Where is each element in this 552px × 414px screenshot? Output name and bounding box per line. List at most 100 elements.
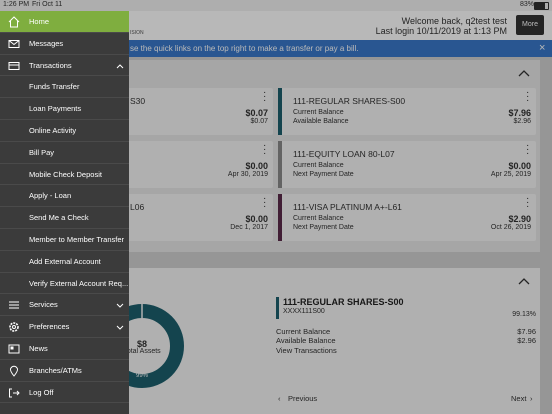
menu-label: Online Activity — [29, 126, 77, 135]
menu-item[interactable]: Add External Account — [0, 251, 129, 273]
menu-label: Verify External Account Req... — [29, 278, 129, 288]
value2: $2.96 — [517, 336, 536, 345]
value1: $0.00 — [245, 214, 268, 224]
view-transactions[interactable]: View Transactions — [276, 346, 337, 355]
banner-close[interactable]: × — [539, 42, 546, 54]
menu-label: Mobile Check Deposit — [29, 169, 102, 179]
value2: Apr 30, 2019 — [227, 171, 268, 178]
label1: Current Balance — [276, 327, 331, 336]
account-name: L06 — [130, 202, 145, 212]
total-label: Total Assets — [123, 348, 161, 355]
account-color — [276, 297, 279, 319]
account-name: 111-EQUITY LOAN 80-L07 — [293, 149, 395, 159]
last-login: Last login 10/11/2019 at 1:13 PM — [375, 26, 507, 36]
label2: Available Balance — [293, 118, 349, 125]
account-name: 111-REGULAR SHARES-S00 — [283, 297, 404, 307]
menu-label: Loan Payments — [29, 104, 82, 114]
menu-item[interactable]: Home — [0, 11, 129, 33]
menu-label: Apply - Loan — [29, 191, 72, 201]
welcome: Welcome back, q2test test — [401, 16, 507, 26]
banner: se the quick links on the top right to m… — [0, 40, 552, 57]
next[interactable]: Next — [511, 394, 527, 403]
value1: $0.00 — [508, 161, 531, 171]
expand-chevron — [116, 325, 124, 330]
menu-item[interactable]: Mobile Check Deposit — [0, 164, 129, 186]
menu-label: Member to Member Transfer — [29, 235, 125, 244]
value1: $7.96 — [508, 108, 531, 118]
donut-percent: 99% — [135, 373, 149, 379]
menu-item[interactable]: Messages — [0, 33, 129, 55]
total: $8 — [136, 339, 148, 349]
value1: $7.96 — [517, 327, 536, 336]
value2: Dec 1, 2017 — [230, 224, 268, 231]
menu-item[interactable]: News — [0, 338, 129, 360]
banner-text: se the quick links on the top right to m… — [130, 44, 359, 53]
value1: $0.00 — [245, 161, 268, 171]
menu-item[interactable]: Loan Payments — [0, 98, 129, 120]
account-name: 111-VISA PLATINUM A+-L61 — [293, 202, 402, 212]
menu-item[interactable]: Preferences — [0, 316, 129, 338]
card-menu[interactable]: · · · — [263, 140, 267, 159]
collapse-icon[interactable] — [517, 68, 531, 78]
menu-icon — [8, 16, 20, 28]
logo: ISION — [130, 30, 144, 36]
menu-label: Preferences — [29, 322, 70, 332]
menu-item[interactable]: Verify External Account Req... — [0, 273, 129, 295]
account-card[interactable]: 111-EQUITY LOAN 80-L07 · · · Current Balance… — [278, 141, 536, 188]
menu-item[interactable]: Branches/ATMs — [0, 360, 129, 382]
menu-icon — [8, 39, 20, 48]
menu-label: Home — [29, 17, 50, 26]
account-name: 111-REGULAR SHARES-S00 — [293, 96, 406, 106]
expand-chevron — [116, 63, 124, 68]
menu-item[interactable]: Send Me a Check — [0, 207, 129, 229]
menu-item[interactable]: Online Activity — [0, 120, 129, 142]
value2: $2.96 — [513, 118, 531, 125]
menu-icon — [9, 365, 19, 377]
account-name: S30 — [130, 96, 146, 106]
card-menu[interactable]: · · · — [526, 87, 530, 106]
card-menu[interactable]: · · · — [526, 193, 530, 212]
menu-icon — [9, 301, 19, 309]
side-menu: Home Messages Transactions Funds Transfer Lo… — [0, 11, 129, 414]
menu-item[interactable]: Log Off — [0, 382, 129, 404]
menu-item[interactable]: Funds Transfer — [0, 76, 129, 99]
card-menu[interactable]: · · · — [526, 140, 530, 159]
menu-label: Services — [29, 300, 58, 310]
menu-label: Send Me a Check — [29, 213, 89, 223]
account-card[interactable]: 111-VISA PLATINUM A+-L61 · · · Current Balan… — [278, 194, 536, 241]
more-button[interactable]: More — [516, 15, 544, 35]
menu-item[interactable]: Member to Member Transfer — [0, 229, 129, 251]
collapse-icon[interactable] — [517, 276, 531, 286]
menu-label: Bill Pay — [29, 147, 55, 157]
status-bar: 1:26 PM Fri Oct 11 83% — [0, 0, 552, 11]
menu-icon — [8, 61, 20, 70]
menu-item[interactable]: Bill Pay — [0, 142, 129, 164]
date: Fri Oct 11 — [32, 1, 63, 8]
menu-item[interactable]: Transactions — [0, 55, 129, 77]
card-menu[interactable]: · · · — [263, 87, 267, 106]
menu-label: Messages — [29, 38, 64, 48]
account-color — [278, 141, 282, 188]
label1: Current Balance — [293, 215, 344, 222]
account-color — [278, 88, 282, 135]
menu-item[interactable]: Apply - Loan — [0, 185, 129, 208]
menu-label: Branches/ATMs — [29, 365, 82, 375]
card-menu[interactable]: · · · — [263, 193, 267, 212]
menu-label: Log Off — [29, 387, 54, 397]
menu-icon — [9, 322, 19, 332]
menu-icon — [9, 388, 20, 398]
menu-label: Add External Account — [29, 256, 101, 266]
label2: Available Balance — [276, 336, 336, 345]
label2: Next Payment Date — [293, 224, 354, 231]
account-card[interactable]: 111-REGULAR SHARES-S00 · · · Current Balance… — [278, 88, 536, 135]
label2: Next Payment Date — [293, 171, 354, 178]
value1: $0.07 — [245, 108, 268, 118]
previous[interactable]: Previous — [288, 394, 318, 403]
account-color — [278, 194, 282, 241]
battery: 83% — [520, 1, 535, 8]
value2: Apr 25, 2019 — [490, 171, 531, 178]
battery-icon — [534, 2, 549, 10]
label1: Current Balance — [293, 109, 344, 116]
menu-item[interactable]: Services — [0, 294, 129, 317]
value2: Oct 26, 2019 — [490, 224, 531, 231]
